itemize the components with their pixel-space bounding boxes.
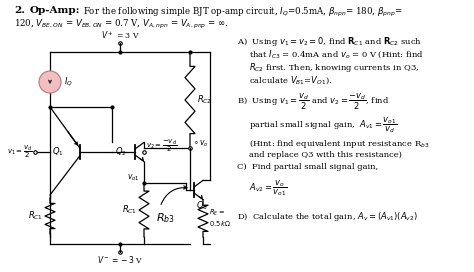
Text: $V^+$ = 3 V: $V^+$ = 3 V <box>100 29 139 41</box>
Text: For the following simple BJT op-amp circuit, $I_Q$=0.5mA, $\beta_{npn}$= 180, $\: For the following simple BJT op-amp circ… <box>83 6 403 19</box>
Circle shape <box>39 71 61 93</box>
Text: $v_1=\dfrac{v_d}{2}$: $v_1=\dfrac{v_d}{2}$ <box>8 144 33 160</box>
Text: $R_{C1}$: $R_{C1}$ <box>28 210 43 222</box>
Text: $A_{v2} = \dfrac{v_o}{v_{o1}}$: $A_{v2} = \dfrac{v_o}{v_{o1}}$ <box>249 178 287 197</box>
Text: $R_{b3}$: $R_{b3}$ <box>155 211 174 225</box>
Text: 2.: 2. <box>14 6 25 15</box>
Text: $Q_3$: $Q_3$ <box>196 199 208 212</box>
Text: that $I_{C3}$ = 0.4mA and $v_o$ = 0 V (Hint: find: that $I_{C3}$ = 0.4mA and $v_o$ = 0 V (H… <box>249 48 424 60</box>
Text: (Hint: find equivalent input resistance R$_{b3}$: (Hint: find equivalent input resistance … <box>249 138 429 150</box>
Text: 120, $V_{BE,ON}$ = $V_{EB,ON}$ = 0.7 V, $V_{A,npn}$ = $V_{A,pnp}$ = $\infty$.: 120, $V_{BE,ON}$ = $V_{EB,ON}$ = 0.7 V, … <box>14 18 229 31</box>
Text: $R_{C2}$: $R_{C2}$ <box>197 94 212 106</box>
Text: $\circ\, v_o$: $\circ\, v_o$ <box>193 139 209 149</box>
Text: A)  Using $v_1 = v_2 = 0$, find $\mathbf{R}_{C1}$ and $\mathbf{R}_{C2}$ such: A) Using $v_1 = v_2 = 0$, find $\mathbf{… <box>237 35 422 48</box>
Text: B)  Using $v_1 = \dfrac{v_d}{2}$ and $v_2 = \dfrac{-v_d}{2}$, find: B) Using $v_1 = \dfrac{v_d}{2}$ and $v_2… <box>237 92 389 112</box>
Text: D)  Calculate the total gain, $A_v = (A_{v1})(A_{v2})$: D) Calculate the total gain, $A_v = (A_{… <box>237 210 418 223</box>
Text: and replace Q3 with this resistance): and replace Q3 with this resistance) <box>249 151 402 159</box>
Text: partial small signal gain,  $A_{v1} = \dfrac{v_{o1}}{v_d}$: partial small signal gain, $A_{v1} = \df… <box>249 115 397 135</box>
Text: $v_2=\dfrac{-v_d}{2}$: $v_2=\dfrac{-v_d}{2}$ <box>146 138 177 154</box>
Text: $v_{o1}$: $v_{o1}$ <box>128 173 140 183</box>
Text: C)  Find partial small signal gain,: C) Find partial small signal gain, <box>237 163 378 171</box>
Text: calculate $V_{B1}$=$V_{O1}$).: calculate $V_{B1}$=$V_{O1}$). <box>249 74 332 86</box>
Text: $R_E=$
$0.5\,k\Omega$: $R_E=$ $0.5\,k\Omega$ <box>209 208 231 228</box>
Text: $I_Q$: $I_Q$ <box>64 76 73 88</box>
Text: $Q_1$: $Q_1$ <box>52 146 64 158</box>
Text: $R_{C1}$: $R_{C1}$ <box>122 204 137 216</box>
Text: $Q_2$: $Q_2$ <box>115 146 127 158</box>
Text: Op-Amp:: Op-Amp: <box>30 6 81 15</box>
Text: $R_{C2}$ first. Then, knowing currents in Q3,: $R_{C2}$ first. Then, knowing currents i… <box>249 61 419 74</box>
Text: $V^- = -3$ V: $V^- = -3$ V <box>97 254 143 265</box>
